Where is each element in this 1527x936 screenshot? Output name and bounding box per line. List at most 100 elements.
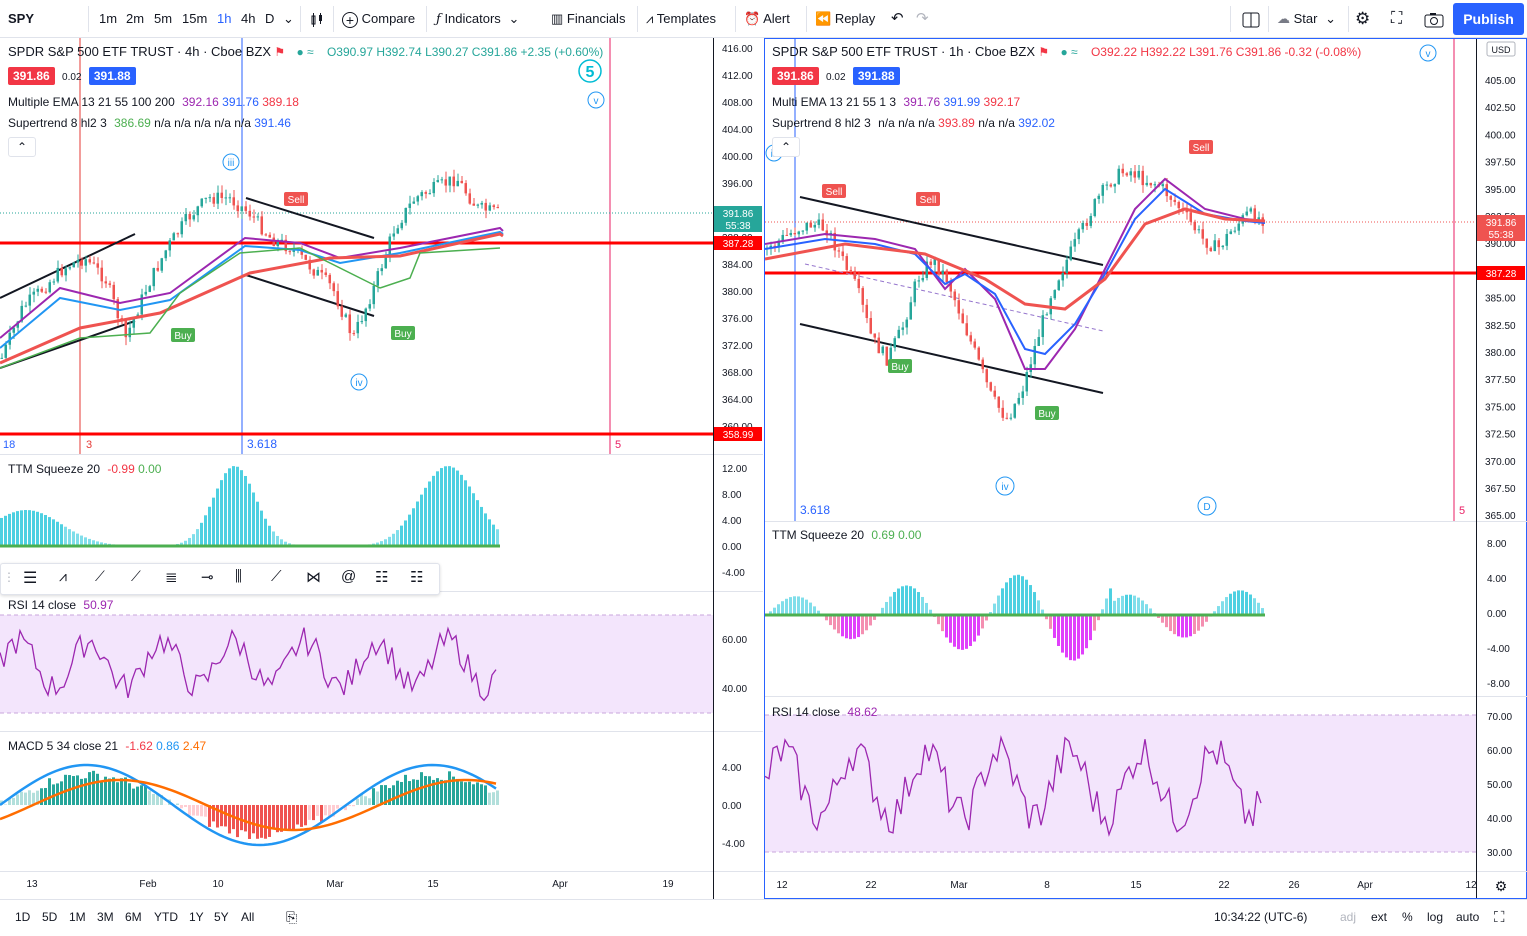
bid-badge[interactable]: 391.86 — [772, 67, 819, 85]
range-1Y[interactable]: 1Y — [189, 910, 204, 924]
elliott-correction-icon[interactable]: ⟋ — [95, 568, 105, 584]
financials-button[interactable]: ▥ Financials — [551, 0, 625, 38]
histogram-bar — [436, 471, 439, 546]
bid-badge[interactable]: 391.86 — [8, 67, 55, 85]
collapse-legend-button[interactable]: ⌃ — [772, 137, 800, 157]
range-All[interactable]: All — [241, 910, 255, 924]
right-ttm-legend[interactable]: TTM Squeeze 20 0.69 0.00 — [772, 528, 921, 542]
interval-1h[interactable]: 1h — [217, 11, 232, 26]
candle-body — [244, 206, 247, 211]
left-chart-canvas[interactable]: Sell Buy Buy 5 iii iv v 18 3 3.618 5 416… — [0, 38, 763, 899]
trend-line-icon[interactable]: ⟋ — [131, 568, 141, 584]
range-3M[interactable]: 3M — [97, 910, 114, 924]
candles-icon[interactable] — [309, 0, 325, 38]
interval-5m[interactable]: 5m — [154, 11, 173, 26]
histogram-bar — [388, 536, 391, 546]
separator — [300, 6, 301, 32]
ray-icon[interactable]: ⟋ — [271, 568, 282, 585]
vertical-lines-icon[interactable]: ⫼ — [235, 568, 242, 585]
chevron-down-icon[interactable]: ⌄ — [283, 11, 294, 26]
publish-button[interactable]: Publish — [1453, 3, 1524, 35]
range-1M[interactable]: 1M — [69, 910, 86, 924]
symbol-search[interactable]: SPY — [8, 11, 35, 26]
ask-badge[interactable]: 391.88 — [852, 67, 900, 85]
right-supertrend-legend[interactable]: Supertrend 8 hl2 3 n/a n/a n/a 393.89 n/… — [772, 116, 1055, 130]
replay-button[interactable]: ⏪ Replay — [815, 0, 875, 38]
interval-15m[interactable]: 15m — [182, 11, 208, 26]
right-time-axis[interactable]: 12 22 Mar 8 15 22 26 Apr 12 — [776, 880, 1477, 891]
left-ema-legend[interactable]: Multiple EMA 13 21 55 100 200 392.16 391… — [8, 95, 299, 109]
candle-body — [1001, 407, 1004, 418]
candle-body — [292, 249, 295, 252]
templates-button[interactable]: ⩘ Templates — [646, 0, 716, 38]
auto-toggle[interactable]: auto — [1456, 910, 1480, 924]
candle-body — [977, 347, 980, 360]
right-rsi-legend[interactable]: RSI 14 close 48.62 — [772, 705, 877, 719]
ask-badge[interactable]: 391.88 — [88, 67, 136, 85]
left-rsi-legend[interactable]: RSI 14 close 50.97 — [8, 598, 113, 612]
ext-toggle[interactable]: ext — [1371, 910, 1388, 924]
clock-timezone[interactable]: 10:34:22 (UTC-6) — [1214, 910, 1308, 924]
candle-body — [412, 201, 415, 204]
star-button[interactable]: ☁ Star ⌄ — [1277, 0, 1336, 38]
interval-1m[interactable]: 1m — [99, 11, 118, 26]
right-ema-legend[interactable]: Multi EMA 13 21 55 1 3 391.76 391.99 392… — [772, 95, 1020, 109]
plus-circle-icon: + — [342, 11, 358, 28]
interval-D[interactable]: D — [265, 11, 275, 26]
right-indicator-axis[interactable]: 8.00 4.00 0.00 -4.00 -8.00 70.00 60.00 50.00 40.… — [1487, 539, 1512, 859]
gear-icon[interactable]: ⚙ — [1355, 9, 1371, 28]
histogram-bar — [981, 615, 984, 629]
xabcd-pattern-icon[interactable]: ⋈ — [306, 569, 321, 586]
horizontal-ray-icon[interactable]: ⊸ — [201, 569, 214, 586]
camera-icon[interactable] — [1424, 0, 1444, 38]
candle-body — [841, 251, 844, 257]
elliott-impulse-icon[interactable]: ⩘ — [59, 568, 67, 584]
range-1D[interactable]: 1D — [15, 910, 31, 924]
right-price-axis[interactable]: 405.00402.50400.00397.50395.00392.50390.… — [1485, 76, 1516, 522]
range-5D[interactable]: 5D — [42, 910, 58, 924]
trend-line[interactable] — [0, 233, 136, 299]
range-5Y[interactable]: 5Y — [214, 910, 229, 924]
macd-histogram-bar — [452, 776, 455, 805]
left-ttm-legend[interactable]: TTM Squeeze 20 -0.99 0.00 — [8, 462, 161, 476]
compare-button[interactable]: + Compare — [342, 0, 415, 38]
collapse-legend-button[interactable]: ⌃ — [8, 137, 36, 157]
fib-spiral-icon[interactable]: @ — [341, 568, 357, 585]
left-macd-legend[interactable]: MACD 5 34 close 21 -1.62 0.86 2.47 — [8, 739, 206, 753]
right-chart-canvas[interactable]: Sell Sell Sell Buy Buy iii iv v D 3.618 … — [765, 39, 1527, 898]
flag-icon[interactable]: ⚑ — [274, 45, 286, 59]
log-toggle[interactable]: log — [1427, 910, 1444, 924]
trend-line[interactable] — [245, 274, 375, 317]
interval-2m[interactable]: 2m — [126, 11, 145, 26]
left-time-axis[interactable]: 13 Feb 10 Mar 15 Apr 19 — [26, 879, 674, 890]
left-indicator-axis[interactable]: 12.00 8.00 4.00 0.00 -4.00 60.00 40.00 4.00 0.00… — [722, 464, 747, 850]
left-price-axis[interactable]: 416.00412.00408.00404.00400.00396.00392.… — [722, 44, 753, 433]
gear-icon[interactable]: ⚙ — [1495, 878, 1508, 894]
fib-channel-icon[interactable]: ≣ — [165, 569, 178, 586]
adj-toggle[interactable]: adj — [1340, 910, 1357, 924]
trend-line[interactable] — [799, 196, 1104, 266]
trend-line[interactable] — [799, 323, 1104, 394]
trend-line[interactable] — [245, 197, 375, 239]
fullscreen-icon[interactable]: ⛶ — [1494, 909, 1505, 926]
date-range-icon[interactable]: ⎘ — [286, 909, 298, 925]
percent-toggle[interactable]: % — [1402, 910, 1413, 924]
flag-icon[interactable]: ⚑ — [1038, 45, 1050, 59]
drag-handle-icon[interactable]: ⋮ — [3, 570, 15, 584]
indicators-button[interactable]: ƒ Indicators ⌄ — [436, 0, 519, 38]
rsi-legend-label: RSI 14 close — [8, 598, 77, 612]
fib-extension-icon[interactable]: ☷ — [410, 569, 424, 586]
redo-icon[interactable]: ↷ — [916, 10, 929, 27]
range-6M[interactable]: 6M — [125, 910, 142, 924]
range-YTD[interactable]: YTD — [154, 910, 178, 924]
layout-icon[interactable] — [1242, 0, 1260, 38]
left-supertrend-legend[interactable]: Supertrend 8 hl2 3 386.69 n/a n/a n/a n/… — [8, 116, 291, 130]
fib-retracement-icon[interactable]: ☰ — [23, 570, 38, 587]
interval-4h[interactable]: 4h — [241, 11, 256, 26]
fib-timezone-icon[interactable]: ☷ — [375, 569, 389, 586]
candle-body — [456, 180, 459, 187]
currency-label[interactable]: USD — [1486, 41, 1516, 57]
fullscreen-icon[interactable]: ⛶ — [1391, 10, 1403, 27]
undo-icon[interactable]: ↶ — [891, 10, 904, 27]
alert-button[interactable]: ⏰ Alert — [744, 0, 790, 38]
